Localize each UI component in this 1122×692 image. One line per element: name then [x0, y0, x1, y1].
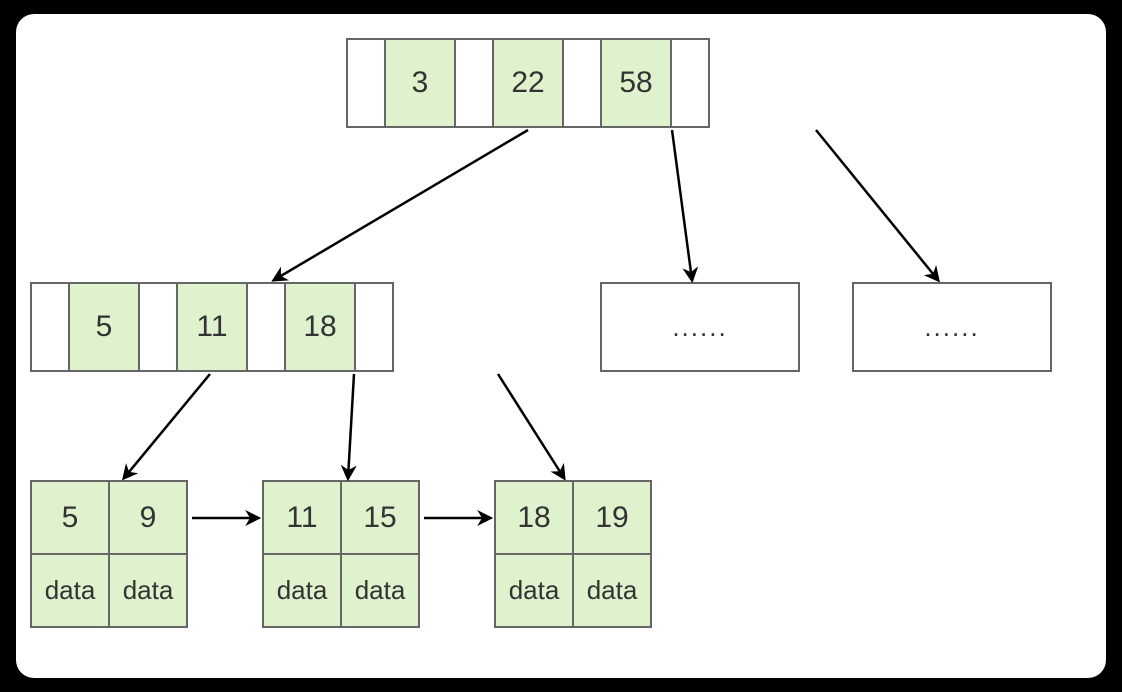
pointer-cell — [670, 38, 710, 128]
pointer-cell — [138, 282, 178, 372]
leaf-node: 1819datadata — [494, 480, 652, 628]
leaf-key-cell: 15 — [340, 480, 420, 555]
key-cell: 18 — [284, 282, 356, 372]
root-node: 3 22 58 — [346, 38, 710, 128]
placeholder-node: ...... — [852, 282, 1052, 372]
internal-node: 5 11 18 — [30, 282, 394, 372]
pointer-cell — [346, 38, 386, 128]
pointer-cell — [454, 38, 494, 128]
placeholder-node: ...... — [600, 282, 800, 372]
key-cell: 22 — [492, 38, 564, 128]
leaf-data-cell: data — [108, 553, 188, 628]
leaf-key-cell: 11 — [262, 480, 342, 555]
pointer-cell — [246, 282, 286, 372]
leaf-data-cell: data — [572, 553, 652, 628]
key-cell: 3 — [384, 38, 456, 128]
key-cell: 58 — [600, 38, 672, 128]
leaf-data-cell: data — [340, 553, 420, 628]
leaf-key-cell: 19 — [572, 480, 652, 555]
pointer-cell — [354, 282, 394, 372]
leaf-key-cell: 18 — [494, 480, 574, 555]
leaf-node: 1115datadata — [262, 480, 420, 628]
leaf-key-cell: 5 — [30, 480, 110, 555]
leaf-data-cell: data — [494, 553, 574, 628]
key-cell: 5 — [68, 282, 140, 372]
key-cell: 11 — [176, 282, 248, 372]
pointer-cell — [30, 282, 70, 372]
leaf-data-cell: data — [262, 553, 342, 628]
leaf-node: 59datadata — [30, 480, 188, 628]
leaf-key-cell: 9 — [108, 480, 188, 555]
pointer-cell — [562, 38, 602, 128]
leaf-data-cell: data — [30, 553, 110, 628]
